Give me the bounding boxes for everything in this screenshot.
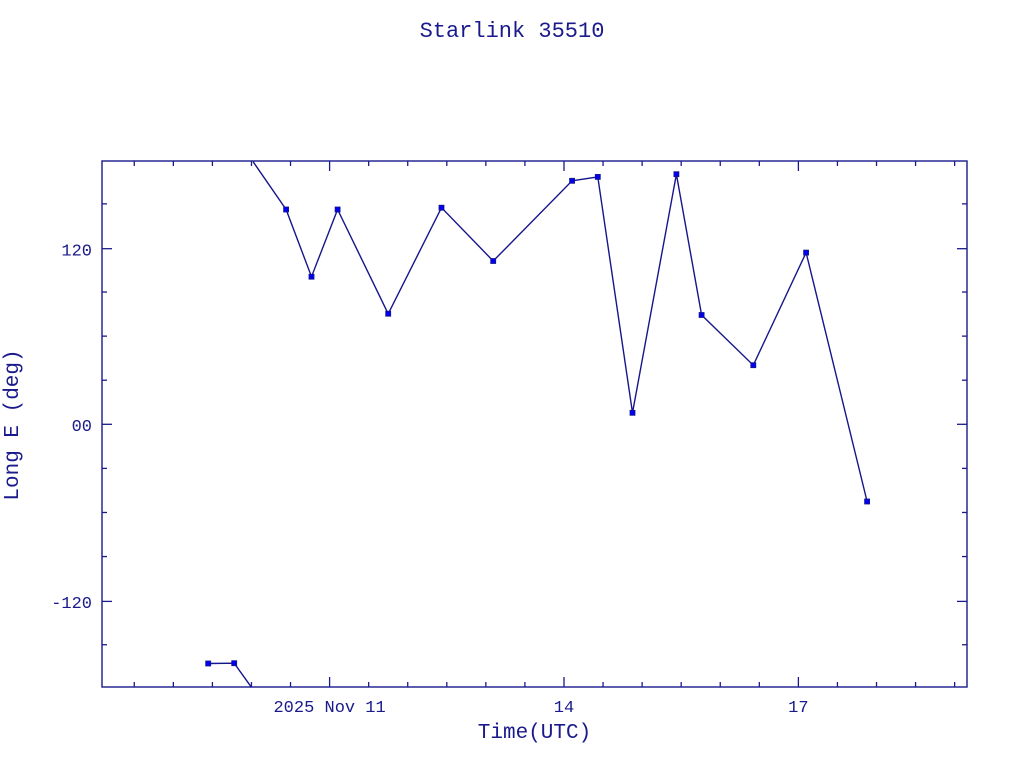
svg-text:Time(UTC): Time(UTC) [478, 722, 591, 745]
svg-text:00: 00 [72, 418, 92, 437]
svg-text:-120: -120 [51, 595, 92, 614]
svg-text:120: 120 [61, 243, 92, 262]
svg-text:Starlink 35510: Starlink 35510 [420, 19, 605, 44]
svg-text:17: 17 [788, 699, 808, 718]
svg-text:Long E (deg): Long E (deg) [2, 349, 25, 500]
svg-text:14: 14 [554, 699, 574, 718]
svg-text:2025 Nov 11: 2025 Nov 11 [273, 699, 385, 718]
